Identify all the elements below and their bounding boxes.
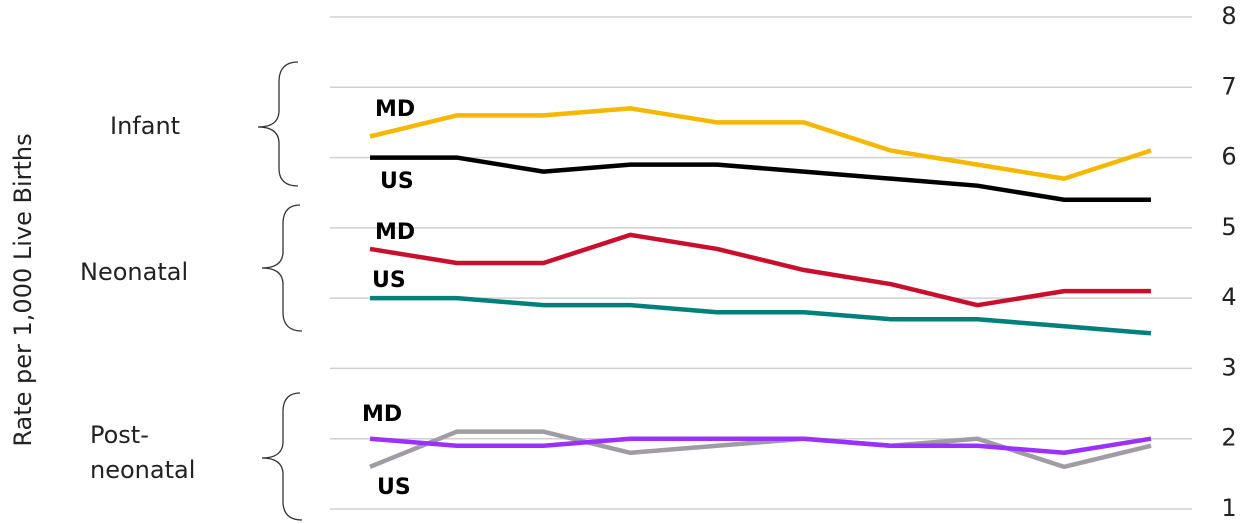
y-tick-label: 3 [1221, 353, 1236, 381]
series-line [370, 155, 1151, 202]
series-line [370, 295, 1152, 336]
y-tick-label: 6 [1221, 143, 1236, 171]
series-line [369, 106, 1152, 181]
group-label: neonatal [90, 456, 195, 484]
series-line [369, 436, 1152, 456]
y-axis-label: Rate per 1,000 Live Births [9, 133, 37, 446]
brace [257, 61, 299, 187]
series-label: MD [375, 220, 415, 245]
y-tick-label: 1 [1221, 494, 1236, 522]
y-tick-label: 7 [1221, 72, 1236, 100]
brace [261, 204, 303, 332]
y-tick-label: 2 [1221, 424, 1236, 452]
series-label: US [380, 169, 414, 194]
y-tick-label: 5 [1221, 213, 1236, 241]
group-label: Infant [110, 112, 180, 140]
y-tick-label: 4 [1221, 283, 1236, 311]
series-label: MD [362, 402, 402, 427]
group-label: Post- [90, 421, 149, 449]
series-line [369, 232, 1151, 308]
y-tick-label: 8 [1221, 2, 1236, 30]
group-label: Neonatal [80, 258, 188, 286]
brace [261, 392, 303, 521]
series-label: US [377, 475, 411, 500]
series-line [369, 429, 1152, 470]
series-label: US [372, 268, 406, 293]
series-label: MD [375, 97, 415, 122]
